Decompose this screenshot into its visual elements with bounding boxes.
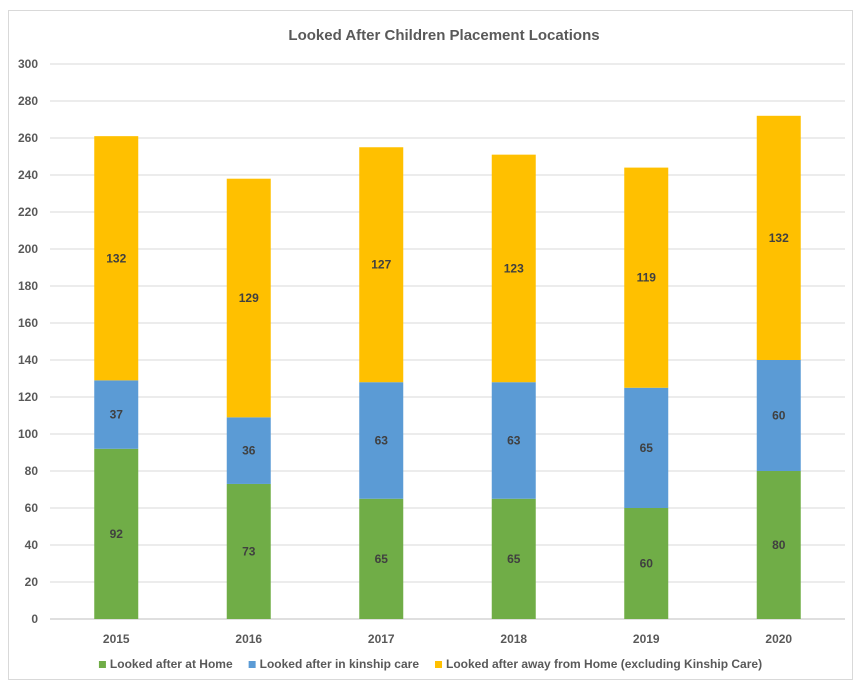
bar-stack-2016: 73 36 129: [226, 178, 271, 619]
legend-swatch: [435, 661, 443, 668]
bar-stack-2019: 60 65 119: [624, 167, 669, 619]
bar-segment-2: [226, 417, 271, 484]
bar-segment-3: [226, 178, 271, 418]
y-tick-label: 220: [18, 205, 38, 219]
legend-item-1: Looked after at Home: [98, 657, 233, 671]
data-label: 63: [375, 433, 389, 447]
y-tick-label: 20: [25, 575, 39, 589]
bar-segment-2: [756, 360, 801, 471]
bar-stack-2015: 92 37 132: [94, 136, 139, 619]
data-label: 123: [504, 261, 524, 275]
data-label: 129: [239, 291, 259, 305]
y-tick-label: 0: [31, 612, 38, 626]
y-tick-label: 60: [25, 501, 39, 515]
x-tick-label: 2015: [103, 632, 130, 646]
bar-stack-2017: 65 63 127: [359, 147, 404, 619]
y-tick-label: 180: [18, 279, 38, 293]
legend: Looked after at Home Looked after in kins…: [98, 657, 762, 671]
data-label: 127: [371, 258, 391, 272]
data-label: 65: [375, 552, 389, 566]
y-tick-label: 160: [18, 316, 38, 330]
y-tick-label: 260: [18, 131, 38, 145]
data-label: 132: [106, 251, 126, 265]
data-label: 65: [640, 441, 654, 455]
y-tick-label: 100: [18, 427, 38, 441]
bar-segment-2: [624, 387, 669, 508]
x-tick-label: 2018: [500, 632, 527, 646]
bar-segment-2: [94, 380, 139, 449]
bar-segment-1: [226, 483, 271, 619]
data-label: 60: [772, 409, 786, 423]
bar-segment-1: [491, 498, 536, 619]
x-axis-tick-labels: 2015 2016 2017 2018 2019 2020: [103, 632, 793, 646]
bar-segment-1: [624, 508, 669, 619]
data-label: 80: [772, 538, 786, 552]
y-tick-label: 280: [18, 94, 38, 108]
data-label: 63: [507, 433, 521, 447]
bar-segment-3: [491, 154, 536, 383]
y-tick-label: 40: [25, 538, 39, 552]
y-tick-label: 120: [18, 390, 38, 404]
bar-segment-1: [359, 498, 404, 619]
bar-stack-2020: 80 60 132: [756, 115, 801, 619]
x-tick-label: 2016: [235, 632, 262, 646]
data-label: 60: [640, 557, 654, 571]
y-tick-label: 200: [18, 242, 38, 256]
y-tick-label: 140: [18, 353, 38, 367]
data-label: 92: [110, 527, 124, 541]
data-label: 37: [110, 408, 124, 422]
x-tick-label: 2019: [633, 632, 660, 646]
data-label: 132: [769, 231, 789, 245]
data-label: 73: [242, 544, 256, 558]
bar-segment-2: [359, 382, 404, 499]
legend-label: Looked after away from Home (excluding K…: [446, 657, 762, 671]
data-label: 119: [637, 271, 657, 285]
bars: 92 37 132 73 36 129 65 63 127 65 63 123 60 65 119 80 60 1…: [94, 115, 801, 619]
legend-label: Looked after in kinship care: [260, 657, 420, 671]
x-tick-label: 2020: [765, 632, 792, 646]
data-label: 36: [242, 444, 256, 458]
legend-item-3: Looked after away from Home (excluding K…: [435, 657, 762, 671]
y-tick-label: 300: [18, 57, 38, 71]
legend-item-2: Looked after in kinship care: [248, 657, 420, 671]
bar-segment-3: [756, 115, 801, 360]
chart-title: Looked After Children Placement Location…: [288, 27, 599, 44]
legend-swatch: [98, 661, 106, 668]
y-tick-label: 240: [18, 168, 38, 182]
y-axis-tick-labels: 0 20 40 60 80 100 120 140 160 180 200 220 240 260 280 3…: [18, 57, 38, 626]
data-label: 65: [507, 552, 521, 566]
gridlines: [50, 63, 845, 620]
legend-label: Looked after at Home: [110, 657, 233, 671]
legend-swatch: [248, 661, 256, 668]
bar-segment-2: [491, 382, 536, 499]
x-tick-label: 2017: [368, 632, 395, 646]
bar-segment-1: [94, 448, 139, 619]
bar-segment-3: [359, 147, 404, 383]
bar-stack-2018: 65 63 123: [491, 154, 536, 619]
y-tick-label: 80: [25, 464, 39, 478]
bar-segment-1: [756, 471, 801, 619]
bar-segment-3: [94, 136, 139, 381]
bar-segment-3: [624, 167, 669, 388]
